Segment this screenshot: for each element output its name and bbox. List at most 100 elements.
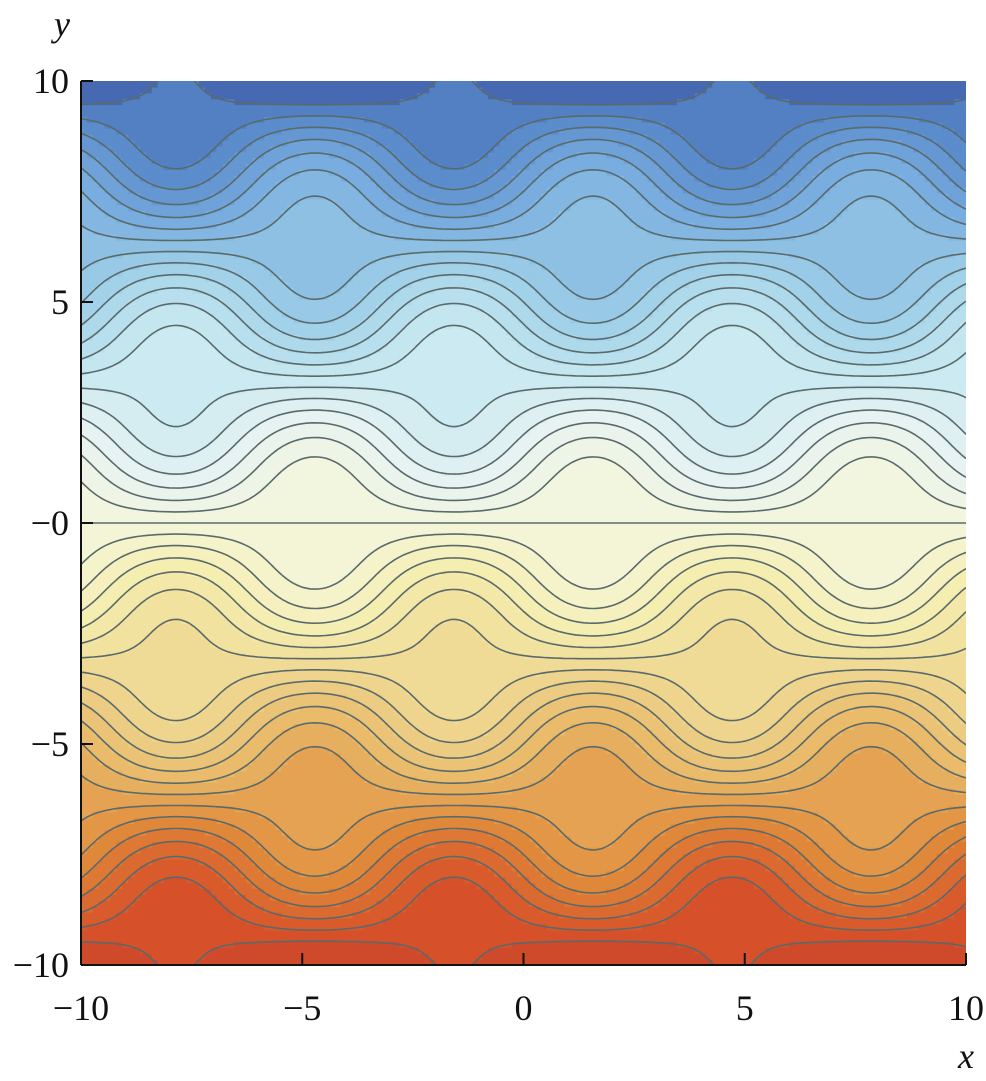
fill-cell bbox=[111, 877, 118, 883]
fill-cell bbox=[624, 941, 631, 947]
fill-cell bbox=[836, 818, 843, 824]
fill-cell bbox=[217, 765, 224, 771]
fill-cell bbox=[447, 936, 454, 942]
fill-cell bbox=[606, 818, 613, 824]
fill-cell bbox=[99, 888, 106, 894]
fill-cell bbox=[364, 794, 371, 800]
fill-cell bbox=[252, 877, 259, 883]
fill-cell bbox=[122, 871, 129, 877]
fill-cell bbox=[588, 788, 595, 794]
fill-cell bbox=[866, 877, 873, 883]
fill-cell bbox=[116, 818, 123, 824]
fill-cell bbox=[889, 941, 896, 947]
fill-cell bbox=[211, 930, 218, 936]
fill-cell bbox=[388, 812, 395, 818]
fill-cell bbox=[783, 865, 790, 871]
fill-cell bbox=[883, 818, 890, 824]
fill-cell bbox=[500, 882, 507, 888]
fill-cell bbox=[417, 906, 424, 912]
fill-cell bbox=[594, 912, 601, 918]
fill-cell bbox=[341, 800, 348, 806]
fill-cell bbox=[783, 924, 790, 930]
fill-cell bbox=[683, 800, 690, 806]
fill-cell bbox=[488, 835, 495, 841]
fill-cell bbox=[913, 800, 920, 806]
fill-cell bbox=[665, 812, 672, 818]
fill-cell bbox=[653, 894, 660, 900]
fill-cell bbox=[447, 953, 454, 959]
fill-cell bbox=[388, 818, 395, 824]
fill-cell bbox=[406, 947, 413, 953]
fill-cell bbox=[199, 806, 206, 812]
fill-cell bbox=[128, 771, 135, 777]
fill-cell bbox=[205, 924, 212, 930]
fill-cell bbox=[252, 776, 259, 782]
fill-cell bbox=[653, 771, 660, 777]
fill-cell bbox=[234, 776, 241, 782]
fill-cell bbox=[718, 776, 725, 782]
fill-cell bbox=[571, 818, 578, 824]
fill-cell bbox=[270, 782, 277, 788]
fill-cell bbox=[240, 912, 247, 918]
fill-cell bbox=[476, 947, 483, 953]
fill-cell bbox=[494, 877, 501, 883]
fill-cell bbox=[819, 918, 826, 924]
fill-cell bbox=[406, 882, 413, 888]
fill-cell bbox=[252, 824, 259, 830]
fill-cell bbox=[187, 912, 194, 918]
fill-cell bbox=[441, 953, 448, 959]
fill-cell bbox=[547, 847, 554, 853]
fill-cell bbox=[541, 930, 548, 936]
fill-cell bbox=[423, 794, 430, 800]
fill-cell bbox=[895, 812, 902, 818]
fill-cell bbox=[901, 806, 908, 812]
fill-cell bbox=[760, 771, 767, 777]
fill-cell bbox=[105, 835, 112, 841]
fill-cell bbox=[134, 953, 141, 959]
fill-cell bbox=[217, 953, 224, 959]
fill-cell bbox=[866, 941, 873, 947]
fill-cell bbox=[541, 865, 548, 871]
fill-cell bbox=[347, 782, 354, 788]
fill-cell bbox=[459, 776, 466, 782]
fill-cell bbox=[836, 782, 843, 788]
fill-cell bbox=[748, 865, 755, 871]
fill-cell bbox=[695, 835, 702, 841]
fill-cell bbox=[494, 824, 501, 830]
fill-cell bbox=[394, 918, 401, 924]
fill-cell bbox=[878, 882, 885, 888]
fill-cell bbox=[960, 794, 967, 800]
fill-cell bbox=[925, 859, 932, 865]
fill-cell bbox=[152, 806, 159, 812]
fill-cell bbox=[276, 782, 283, 788]
fill-cell bbox=[754, 888, 761, 894]
fill-cell bbox=[293, 953, 300, 959]
fill-cell bbox=[878, 835, 885, 841]
fill-cell bbox=[783, 918, 790, 924]
fill-cell bbox=[146, 947, 153, 953]
fill-cell bbox=[234, 882, 241, 888]
fill-cell bbox=[824, 824, 831, 830]
fill-cell bbox=[335, 847, 342, 853]
fill-cell bbox=[889, 953, 896, 959]
fill-cell bbox=[706, 782, 713, 788]
fill-cell bbox=[630, 788, 637, 794]
fill-cell bbox=[765, 824, 772, 830]
fill-cell bbox=[913, 824, 920, 830]
fill-cell bbox=[612, 776, 619, 782]
fill-cell bbox=[571, 947, 578, 953]
fill-cell bbox=[459, 936, 466, 942]
fill-cell bbox=[482, 794, 489, 800]
fill-cell bbox=[347, 794, 354, 800]
fill-cell bbox=[860, 947, 867, 953]
fill-cell bbox=[187, 871, 194, 877]
fill-cell bbox=[252, 947, 259, 953]
fill-cell bbox=[270, 776, 277, 782]
fill-cell bbox=[801, 865, 808, 871]
fill-cell bbox=[642, 771, 649, 777]
fill-cell bbox=[382, 776, 389, 782]
fill-cell bbox=[152, 912, 159, 918]
fill-cell bbox=[565, 812, 572, 818]
fill-cell bbox=[282, 771, 289, 777]
fill-cell bbox=[270, 900, 277, 906]
